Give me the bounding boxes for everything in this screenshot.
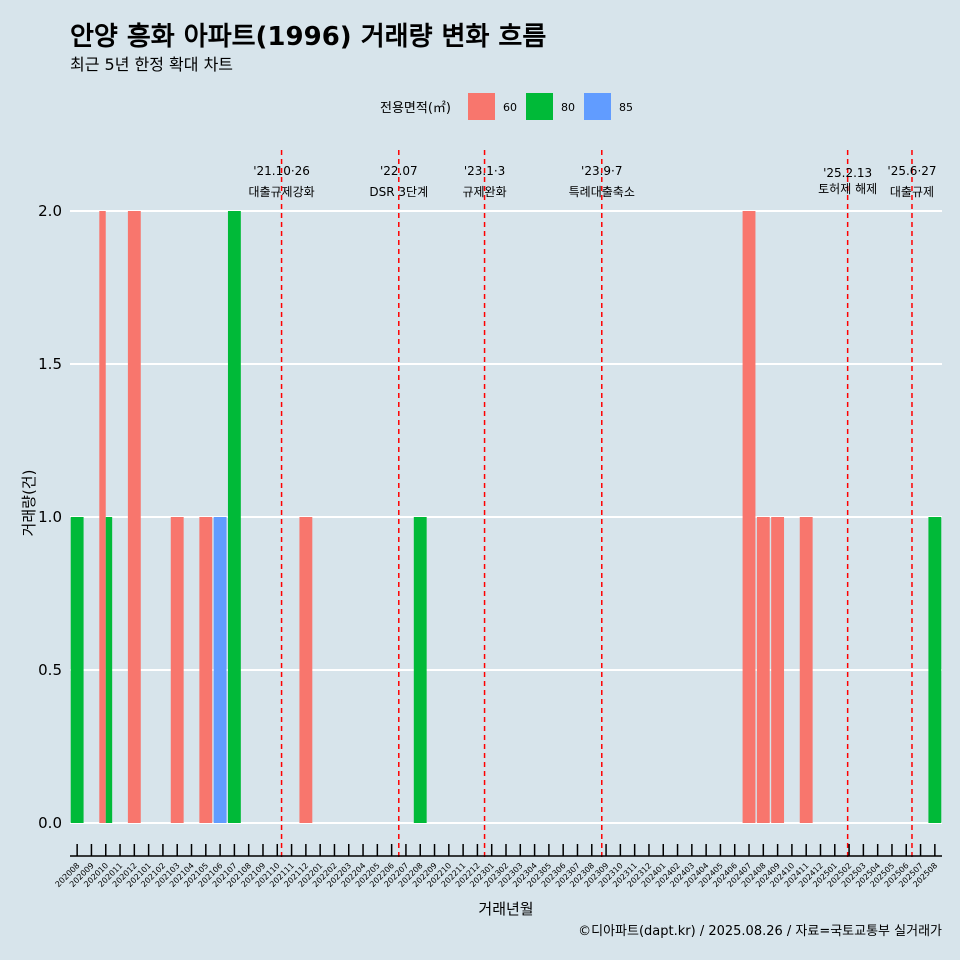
- bar-202208-80: [413, 517, 427, 823]
- bar-202010-80: [105, 517, 113, 823]
- event-date: '23.1·3: [464, 164, 505, 178]
- event-markers: '21.10·26 대출규제강화 '22.07 DSR 3단계 '23.1·3 규제완화 '…: [248, 150, 937, 860]
- bar-202012-60: [127, 211, 141, 823]
- event-label: 특례대출축소: [569, 185, 635, 199]
- event-date: '25.6·27: [887, 164, 936, 178]
- y-tick-label: 1.0: [38, 508, 62, 526]
- bar-202103-60: [170, 517, 184, 823]
- y-tick-label: 0.0: [38, 814, 62, 832]
- event-date: '23.9·7: [581, 164, 622, 178]
- bar-202107-80: [227, 211, 241, 823]
- event-date: '22.07: [380, 164, 418, 178]
- y-axis-title: 거래량(건): [20, 470, 38, 537]
- bars: [70, 211, 942, 823]
- legend: 전용면적(㎡) 60 80 85: [380, 93, 633, 120]
- legend-title: 전용면적(㎡): [380, 101, 451, 116]
- bar-202112-60: [299, 517, 313, 823]
- event-date: '21.10·26: [253, 164, 310, 178]
- event-label: 토허제 해제: [818, 182, 877, 196]
- event-label: 규제완화: [462, 185, 506, 199]
- bar-202407-60: [742, 211, 756, 823]
- bar-202411-60: [799, 517, 813, 823]
- y-tick-label: 0.5: [38, 661, 62, 679]
- x-axis-title: 거래년월: [478, 900, 533, 918]
- bar-202105-60: [199, 517, 213, 823]
- event-label: 대출규제강화: [248, 185, 314, 199]
- y-axis: 0.0 0.5 1.0 1.5 2.0: [38, 202, 62, 832]
- legend-label-85: 85: [619, 101, 633, 114]
- x-axis: 2020082020092020102020112020122021012021…: [54, 844, 942, 889]
- chart-title: 안양 흥화 아파트(1996) 거래량 변화 흐름: [70, 22, 546, 52]
- bar-202106-85: [213, 517, 227, 823]
- y-tick-label: 2.0: [38, 202, 62, 220]
- event-label: DSR 3단계: [369, 185, 428, 199]
- chart-caption: ©디아파트(dapt.kr) / 2025.08.26 / 자료=국토교통부 실…: [578, 924, 942, 939]
- bar-202408-60: [756, 517, 770, 823]
- chart-subtitle: 최근 5년 한정 확대 차트: [70, 55, 233, 74]
- legend-swatch-85: [584, 93, 611, 120]
- y-tick-label: 1.5: [38, 355, 62, 373]
- legend-swatch-60: [468, 93, 495, 120]
- bar-202010-60: [99, 211, 106, 823]
- event-date: '25.2.13: [823, 166, 872, 180]
- bar-202409-60: [771, 517, 785, 823]
- legend-label-80: 80: [561, 101, 575, 114]
- bar-202008-80: [70, 517, 84, 823]
- bar-202508-80: [928, 517, 942, 823]
- legend-label-60: 60: [503, 101, 517, 114]
- event-label: 대출규제: [890, 185, 934, 199]
- legend-swatch-80: [526, 93, 553, 120]
